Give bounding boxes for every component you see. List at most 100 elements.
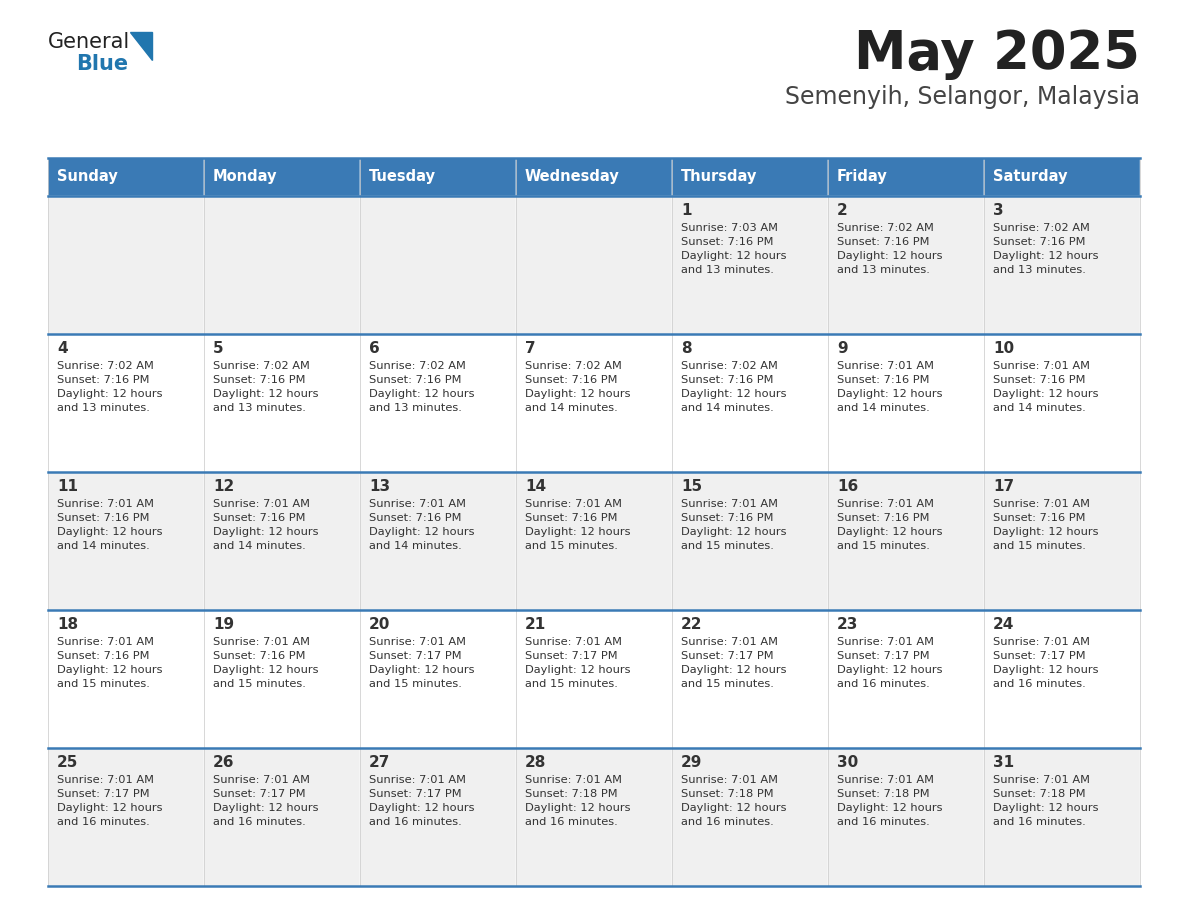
Text: Daylight: 12 hours: Daylight: 12 hours bbox=[681, 389, 786, 399]
Text: Sunset: 7:16 PM: Sunset: 7:16 PM bbox=[993, 237, 1086, 247]
Text: Sunset: 7:16 PM: Sunset: 7:16 PM bbox=[57, 375, 150, 385]
Text: Daylight: 12 hours: Daylight: 12 hours bbox=[681, 251, 786, 261]
Text: Daylight: 12 hours: Daylight: 12 hours bbox=[57, 665, 163, 675]
Text: Daylight: 12 hours: Daylight: 12 hours bbox=[993, 389, 1099, 399]
Text: Daylight: 12 hours: Daylight: 12 hours bbox=[681, 527, 786, 537]
Text: Sunrise: 7:01 AM: Sunrise: 7:01 AM bbox=[993, 775, 1091, 785]
Text: Sunrise: 7:01 AM: Sunrise: 7:01 AM bbox=[838, 499, 934, 509]
Text: and 13 minutes.: and 13 minutes. bbox=[993, 265, 1086, 275]
Text: Sunset: 7:16 PM: Sunset: 7:16 PM bbox=[213, 513, 305, 523]
Text: Daylight: 12 hours: Daylight: 12 hours bbox=[369, 665, 474, 675]
Bar bbox=[828, 748, 984, 886]
Text: Sunset: 7:18 PM: Sunset: 7:18 PM bbox=[993, 789, 1086, 799]
Bar bbox=[48, 472, 204, 610]
Text: and 14 minutes.: and 14 minutes. bbox=[213, 541, 305, 551]
Text: Sunset: 7:18 PM: Sunset: 7:18 PM bbox=[838, 789, 930, 799]
Text: Sunrise: 7:01 AM: Sunrise: 7:01 AM bbox=[369, 637, 466, 647]
Text: Daylight: 12 hours: Daylight: 12 hours bbox=[525, 665, 631, 675]
Text: Wednesday: Wednesday bbox=[525, 170, 620, 185]
Text: Sunset: 7:18 PM: Sunset: 7:18 PM bbox=[681, 789, 773, 799]
Text: Daylight: 12 hours: Daylight: 12 hours bbox=[993, 251, 1099, 261]
Bar bbox=[984, 196, 1140, 334]
Text: and 15 minutes.: and 15 minutes. bbox=[525, 541, 618, 551]
Text: 10: 10 bbox=[993, 341, 1015, 356]
Text: Sunrise: 7:01 AM: Sunrise: 7:01 AM bbox=[57, 775, 154, 785]
Bar bbox=[360, 196, 516, 334]
Text: Sunrise: 7:01 AM: Sunrise: 7:01 AM bbox=[369, 775, 466, 785]
Text: and 15 minutes.: and 15 minutes. bbox=[525, 679, 618, 689]
Text: Sunrise: 7:01 AM: Sunrise: 7:01 AM bbox=[993, 637, 1091, 647]
Text: Sunset: 7:16 PM: Sunset: 7:16 PM bbox=[993, 513, 1086, 523]
Text: and 13 minutes.: and 13 minutes. bbox=[369, 403, 462, 413]
Text: Tuesday: Tuesday bbox=[369, 170, 436, 185]
Bar bbox=[516, 748, 672, 886]
Bar bbox=[516, 158, 672, 196]
Bar bbox=[516, 334, 672, 472]
Bar bbox=[984, 158, 1140, 196]
Text: Daylight: 12 hours: Daylight: 12 hours bbox=[213, 665, 318, 675]
Text: Sunrise: 7:03 AM: Sunrise: 7:03 AM bbox=[681, 223, 778, 233]
Text: Sunset: 7:16 PM: Sunset: 7:16 PM bbox=[213, 651, 305, 661]
Bar bbox=[204, 334, 360, 472]
Text: and 14 minutes.: and 14 minutes. bbox=[838, 403, 930, 413]
Text: Sunrise: 7:02 AM: Sunrise: 7:02 AM bbox=[681, 361, 778, 371]
Text: Sunset: 7:16 PM: Sunset: 7:16 PM bbox=[369, 513, 461, 523]
Text: Saturday: Saturday bbox=[993, 170, 1068, 185]
Text: Sunrise: 7:01 AM: Sunrise: 7:01 AM bbox=[525, 499, 623, 509]
Text: Sunrise: 7:01 AM: Sunrise: 7:01 AM bbox=[681, 499, 778, 509]
Text: and 14 minutes.: and 14 minutes. bbox=[993, 403, 1086, 413]
Text: 28: 28 bbox=[525, 755, 546, 770]
Bar bbox=[672, 334, 828, 472]
Text: Sunset: 7:16 PM: Sunset: 7:16 PM bbox=[525, 513, 618, 523]
Bar bbox=[516, 472, 672, 610]
Text: 30: 30 bbox=[838, 755, 858, 770]
Text: Daylight: 12 hours: Daylight: 12 hours bbox=[993, 803, 1099, 813]
Text: and 15 minutes.: and 15 minutes. bbox=[213, 679, 305, 689]
Text: Sunset: 7:16 PM: Sunset: 7:16 PM bbox=[838, 237, 929, 247]
Text: 31: 31 bbox=[993, 755, 1015, 770]
Text: Sunrise: 7:01 AM: Sunrise: 7:01 AM bbox=[838, 361, 934, 371]
Text: 22: 22 bbox=[681, 617, 702, 632]
Bar bbox=[204, 472, 360, 610]
Text: and 16 minutes.: and 16 minutes. bbox=[57, 817, 150, 827]
Text: Sunrise: 7:01 AM: Sunrise: 7:01 AM bbox=[838, 637, 934, 647]
Text: and 14 minutes.: and 14 minutes. bbox=[681, 403, 773, 413]
Text: Blue: Blue bbox=[76, 54, 128, 74]
Text: and 13 minutes.: and 13 minutes. bbox=[57, 403, 150, 413]
Text: and 16 minutes.: and 16 minutes. bbox=[213, 817, 305, 827]
Text: Sunrise: 7:02 AM: Sunrise: 7:02 AM bbox=[213, 361, 310, 371]
Text: and 13 minutes.: and 13 minutes. bbox=[213, 403, 305, 413]
Polygon shape bbox=[129, 32, 152, 60]
Text: and 16 minutes.: and 16 minutes. bbox=[525, 817, 618, 827]
Text: Sunrise: 7:01 AM: Sunrise: 7:01 AM bbox=[993, 361, 1091, 371]
Text: Sunset: 7:16 PM: Sunset: 7:16 PM bbox=[369, 375, 461, 385]
Text: 15: 15 bbox=[681, 479, 702, 494]
Text: Sunrise: 7:01 AM: Sunrise: 7:01 AM bbox=[213, 775, 310, 785]
Text: Sunset: 7:16 PM: Sunset: 7:16 PM bbox=[57, 513, 150, 523]
Text: Daylight: 12 hours: Daylight: 12 hours bbox=[369, 527, 474, 537]
Text: Sunrise: 7:01 AM: Sunrise: 7:01 AM bbox=[213, 637, 310, 647]
Text: 14: 14 bbox=[525, 479, 546, 494]
Text: and 13 minutes.: and 13 minutes. bbox=[838, 265, 930, 275]
Text: and 14 minutes.: and 14 minutes. bbox=[369, 541, 462, 551]
Text: Sunset: 7:16 PM: Sunset: 7:16 PM bbox=[681, 237, 773, 247]
Text: and 16 minutes.: and 16 minutes. bbox=[838, 679, 930, 689]
Text: Sunrise: 7:01 AM: Sunrise: 7:01 AM bbox=[525, 775, 623, 785]
Text: and 15 minutes.: and 15 minutes. bbox=[838, 541, 930, 551]
Text: Sunset: 7:17 PM: Sunset: 7:17 PM bbox=[369, 651, 462, 661]
Text: and 15 minutes.: and 15 minutes. bbox=[993, 541, 1086, 551]
Bar bbox=[984, 472, 1140, 610]
Text: Sunset: 7:16 PM: Sunset: 7:16 PM bbox=[525, 375, 618, 385]
Text: Sunset: 7:17 PM: Sunset: 7:17 PM bbox=[838, 651, 930, 661]
Text: 19: 19 bbox=[213, 617, 234, 632]
Text: Sunset: 7:17 PM: Sunset: 7:17 PM bbox=[57, 789, 150, 799]
Text: 1: 1 bbox=[681, 203, 691, 218]
Text: 3: 3 bbox=[993, 203, 1004, 218]
Text: and 13 minutes.: and 13 minutes. bbox=[681, 265, 773, 275]
Text: Sunset: 7:16 PM: Sunset: 7:16 PM bbox=[681, 513, 773, 523]
Text: Daylight: 12 hours: Daylight: 12 hours bbox=[525, 389, 631, 399]
Text: Friday: Friday bbox=[838, 170, 887, 185]
Text: 25: 25 bbox=[57, 755, 78, 770]
Text: and 16 minutes.: and 16 minutes. bbox=[993, 679, 1086, 689]
Text: 2: 2 bbox=[838, 203, 848, 218]
